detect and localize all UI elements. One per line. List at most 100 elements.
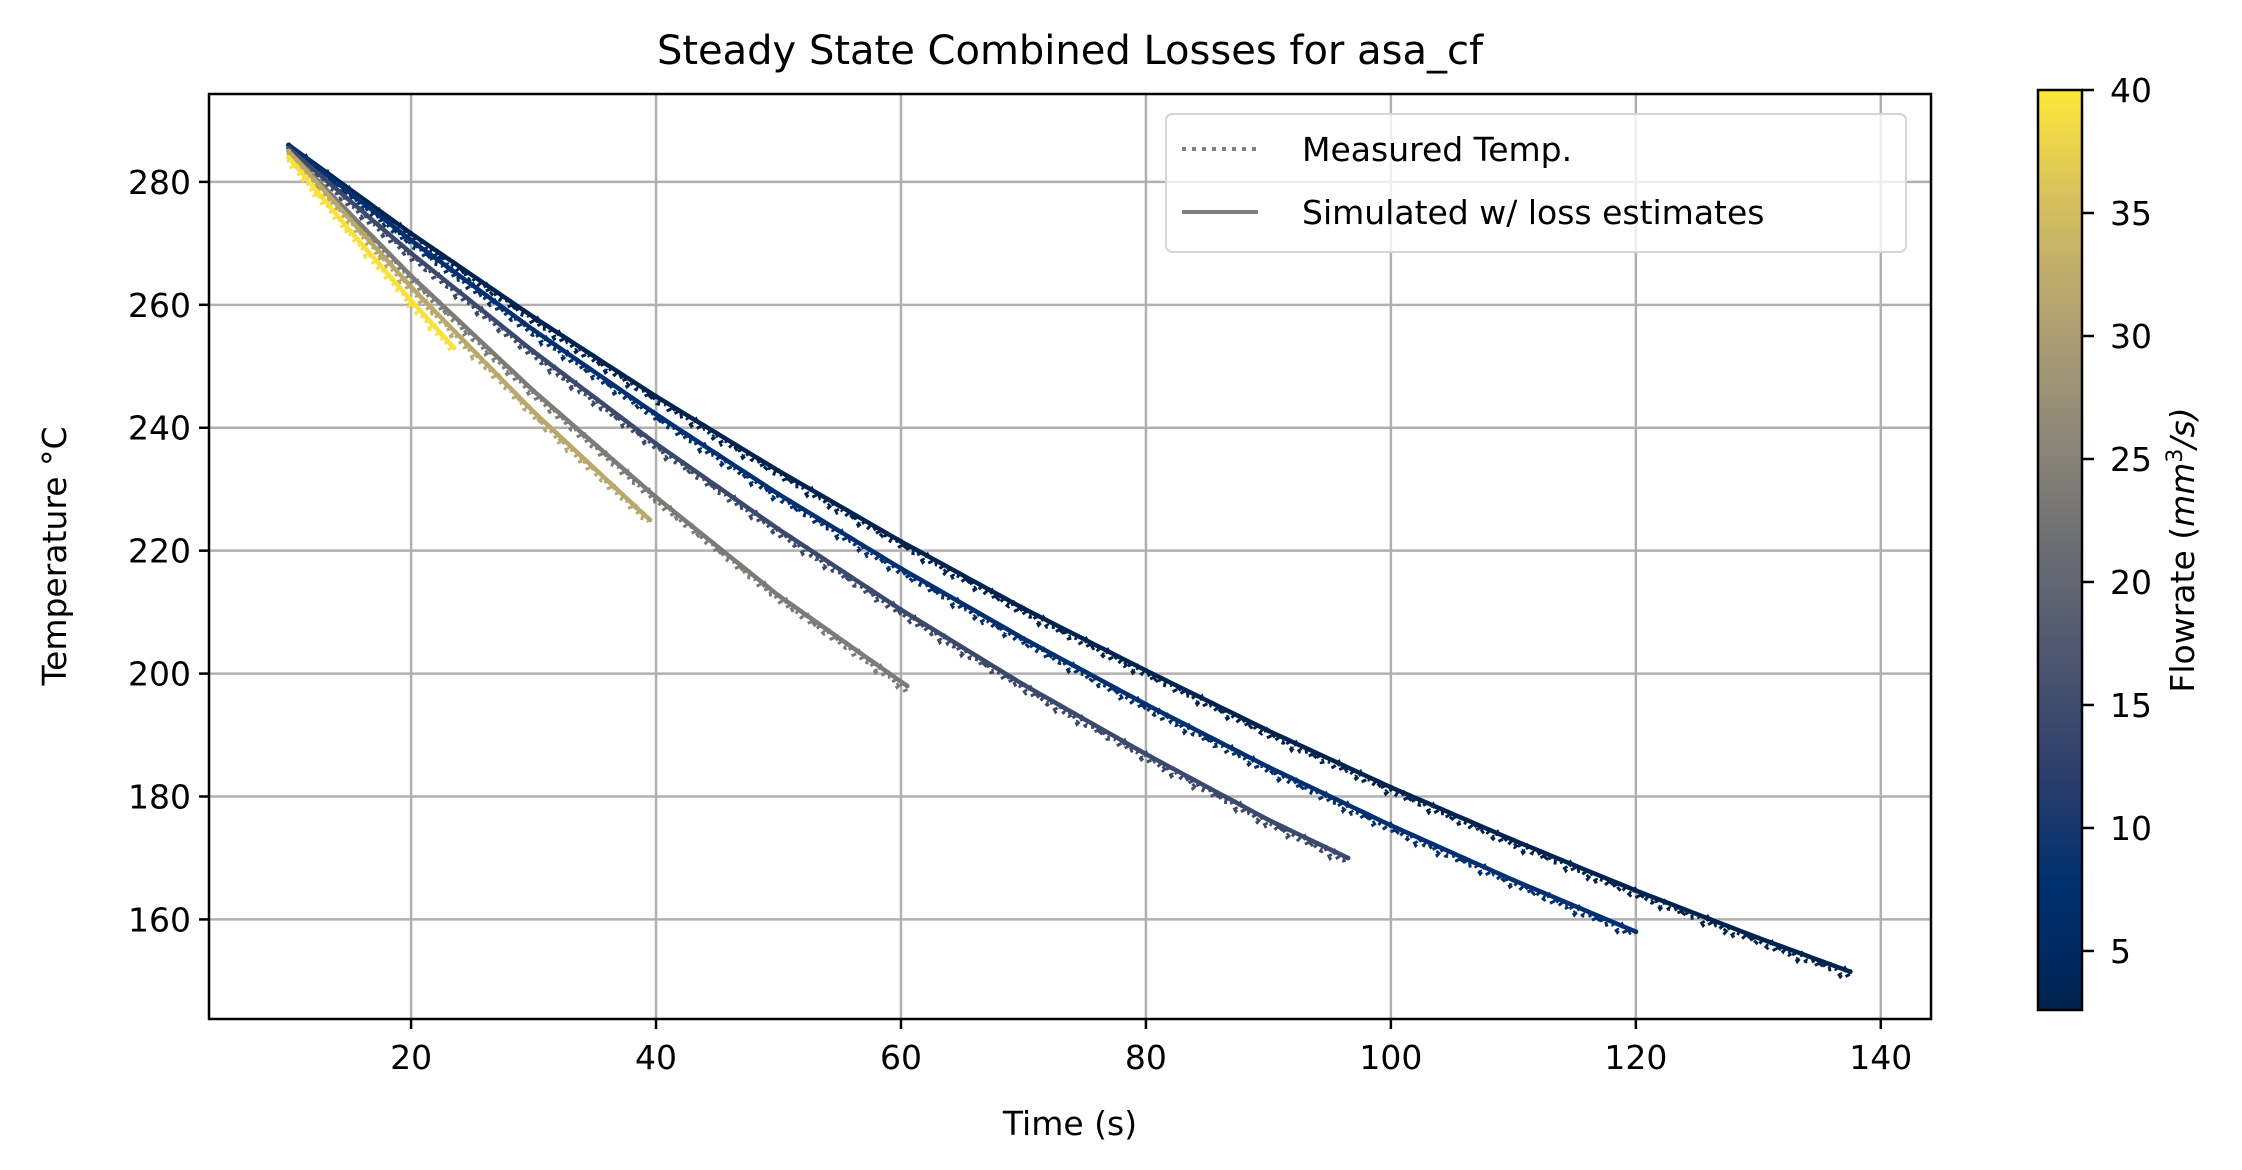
data-point <box>347 227 353 233</box>
data-point <box>408 298 414 304</box>
data-point <box>1143 668 1149 674</box>
data-point <box>451 345 457 351</box>
data-point <box>286 154 292 160</box>
simulated-line <box>287 143 1637 934</box>
data-point <box>1388 784 1394 790</box>
y-tick-label: 180 <box>128 778 191 817</box>
colorbar-label: Flowrate (mm3/s) <box>2163 407 2202 692</box>
y-tick-label: 240 <box>128 409 191 448</box>
simulated-line <box>286 149 652 522</box>
x-axis-label: Time (s) <box>1002 1104 1137 1143</box>
data-point <box>1265 728 1271 734</box>
data-point <box>653 441 659 447</box>
data-point <box>408 273 414 279</box>
measured-line <box>286 151 909 693</box>
data-point <box>904 683 910 689</box>
colorbar-gradient <box>2036 88 2084 1012</box>
x-tick-label: 80 <box>1125 1038 1167 1077</box>
y-tick-label: 280 <box>128 163 191 202</box>
data-point <box>776 491 782 497</box>
data-point <box>653 411 659 417</box>
simulated-line <box>286 149 909 688</box>
colorbar-tick-label: 35 <box>2110 194 2152 233</box>
data-point <box>1143 751 1149 757</box>
x-tick-label: 120 <box>1604 1038 1667 1077</box>
data-point <box>1020 636 1026 642</box>
data-point <box>898 565 904 571</box>
data-point <box>408 237 414 243</box>
series-2 <box>286 145 1351 863</box>
data-point <box>776 468 782 474</box>
colorbar-tick-label: 25 <box>2110 440 2152 479</box>
colorbar-tick-label: 20 <box>2110 563 2152 602</box>
y-tick-label: 260 <box>128 286 191 325</box>
plot-frame <box>207 92 1933 1021</box>
x-tick-label: 100 <box>1359 1038 1422 1077</box>
data-point <box>531 388 537 394</box>
x-tick-label: 40 <box>635 1038 677 1077</box>
data-point <box>1143 701 1149 707</box>
chart-title: Steady State Combined Losses for asa_cf <box>657 28 1484 74</box>
measured-line <box>288 149 1349 863</box>
data-point <box>531 349 537 355</box>
y-axis-label: Temperature °C <box>35 426 74 686</box>
simulated-line <box>286 155 456 350</box>
colorbar-tick-label: 40 <box>2110 71 2152 110</box>
y-tick-label: 200 <box>128 655 191 694</box>
data-point <box>408 284 414 290</box>
simulated-line <box>287 143 1851 974</box>
data-point <box>1265 817 1271 823</box>
data-point <box>1633 888 1639 894</box>
data-point <box>1633 929 1639 935</box>
legend-box <box>1165 113 1907 253</box>
series-4 <box>286 148 653 523</box>
data-point <box>1510 837 1516 843</box>
legend: Measured Temp. Simulated w/ loss estimat… <box>1165 113 1907 253</box>
colorbar-tick-label: 5 <box>2110 932 2131 971</box>
data-point <box>1020 682 1026 688</box>
data-point <box>898 607 904 613</box>
colorbar-tick-label: 10 <box>2110 809 2152 848</box>
y-tick-label: 160 <box>128 900 191 939</box>
data-point <box>1847 969 1853 975</box>
y-axis: 160 180 200 220 240 260 280 <box>128 163 209 939</box>
data-point <box>1020 605 1026 611</box>
series-0 <box>286 142 1853 980</box>
x-axis: 20 40 60 80 100 120 140 <box>390 1019 1912 1077</box>
x-tick-label: 140 <box>1849 1038 1912 1077</box>
measured-line <box>286 150 650 523</box>
series-1 <box>286 142 1639 938</box>
colorbar-ticks: 5 10 15 20 25 30 35 40 <box>2082 71 2152 971</box>
x-tick-label: 60 <box>880 1038 922 1077</box>
data-point <box>653 494 659 500</box>
series-group <box>286 142 1853 980</box>
data-point <box>531 327 537 333</box>
data-point <box>286 148 292 154</box>
series-5 <box>286 154 457 353</box>
legend-label-measured: Measured Temp. <box>1302 130 1572 169</box>
colorbar-tick-label: 30 <box>2110 317 2152 356</box>
colorbar-tick-label: 15 <box>2110 686 2152 725</box>
data-point <box>1510 877 1516 883</box>
data-point <box>531 409 537 415</box>
data-point <box>776 593 782 599</box>
data-point <box>1265 764 1271 770</box>
data-point <box>898 538 904 544</box>
data-point <box>531 314 537 320</box>
simulated-line <box>287 146 1349 861</box>
data-point <box>1755 935 1761 941</box>
legend-label-simulated: Simulated w/ loss estimates <box>1302 193 1764 232</box>
measured-line <box>286 158 454 353</box>
data-point <box>647 517 653 523</box>
data-point <box>408 231 414 237</box>
y-tick-label: 220 <box>128 532 191 571</box>
measured-line <box>286 144 1636 938</box>
data-point <box>1388 822 1394 828</box>
measured-line <box>288 148 1852 980</box>
x-tick-label: 20 <box>390 1038 432 1077</box>
data-point <box>408 250 414 256</box>
data-point <box>653 393 659 399</box>
colorbar: 5 10 15 20 25 30 35 40 Flowrate (mm3/s) <box>2036 71 2202 1012</box>
data-point <box>776 526 782 532</box>
